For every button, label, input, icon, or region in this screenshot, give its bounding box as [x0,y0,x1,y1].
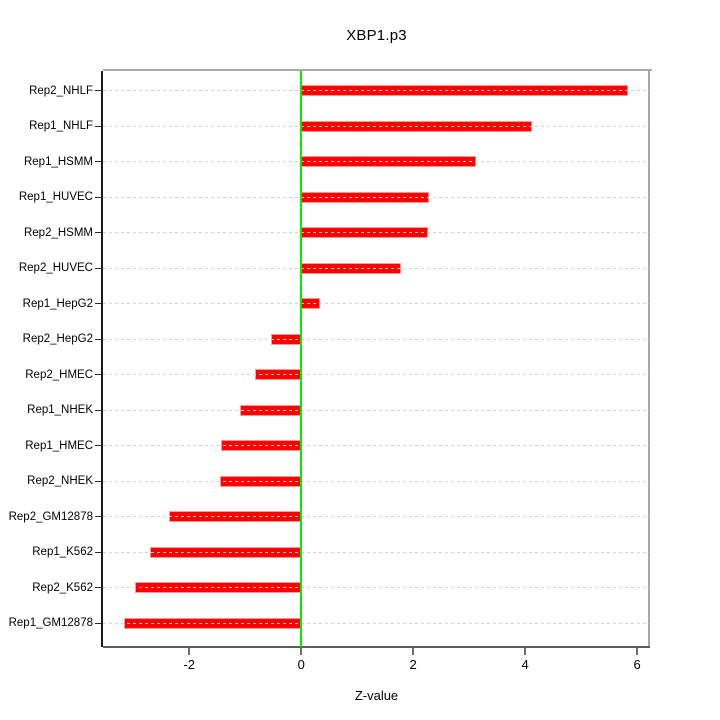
x-tick-label: -2 [183,657,195,672]
y-tick [95,587,102,588]
y-tick [95,622,102,624]
x-tick-label: 0 [297,657,305,672]
y-tick-label: Rep1_NHEK [27,404,93,416]
row-gridline [103,551,650,553]
y-tick-label: Rep2_GM12878 [8,510,93,523]
row-gridline [103,587,650,588]
y-tick [95,90,102,91]
row-gridline [103,516,650,517]
x-tick-label: 2 [409,657,417,672]
x-tick-label: 4 [521,657,529,672]
zero-line [300,71,303,647]
row-gridline [103,232,650,233]
x-tick [636,648,639,655]
y-tick-label: Rep1_HUVEC [18,191,93,203]
x-axis-title: Z-value [354,688,399,703]
x-tick [188,648,191,655]
y-tick [95,374,102,375]
y-tick [95,338,102,340]
y-tick-label: Rep2_HUVEC [18,262,93,274]
row-gridline [103,196,650,198]
row-gridline [103,480,650,482]
row-gridline [103,125,650,127]
y-tick [95,516,102,517]
y-tick [95,551,102,553]
plot-border-bottom [103,646,650,648]
y-tick-label: Rep2_HSMM [23,226,93,239]
y-tick-label: Rep2_K562 [32,581,93,594]
y-tick [95,267,102,269]
plot-border-left [101,71,103,647]
y-tick-label: Rep1_NHLF [29,120,93,132]
row-gridline [103,267,650,269]
row-gridline [103,409,650,411]
y-tick [95,196,102,198]
y-tick [95,303,102,304]
y-tick [95,409,102,411]
x-tick [524,648,527,655]
row-gridline [103,161,650,162]
row-gridline [103,90,650,91]
x-tick [412,648,415,655]
y-tick [95,125,102,127]
y-tick [95,161,102,162]
plot-border-right [648,69,650,647]
x-tick-label: 6 [633,657,641,672]
y-tick-label: Rep2_HMEC [25,368,93,381]
row-gridline [103,622,650,624]
y-tick-label: Rep1_HSMM [23,155,93,168]
y-tick [95,445,102,446]
row-gridline [103,445,650,446]
y-tick-label: Rep1_HepG2 [22,297,93,310]
plot-border-top [103,69,652,71]
row-gridline [103,374,650,375]
y-tick-label: Rep2_NHLF [29,84,93,97]
y-tick-label: Rep1_K562 [32,546,93,558]
plot-area [103,71,650,647]
chart-title: XBP1.p3 [346,27,407,44]
y-tick-label: Rep2_NHEK [27,475,93,487]
row-gridline [103,338,650,340]
x-tick [300,648,303,655]
y-tick-label: Rep2_HepG2 [22,333,93,345]
y-tick [95,232,102,233]
y-tick-label: Rep1_HMEC [25,439,93,452]
row-gridline [103,303,650,304]
y-tick-label: Rep1_GM12878 [8,617,93,629]
y-tick [95,480,102,482]
